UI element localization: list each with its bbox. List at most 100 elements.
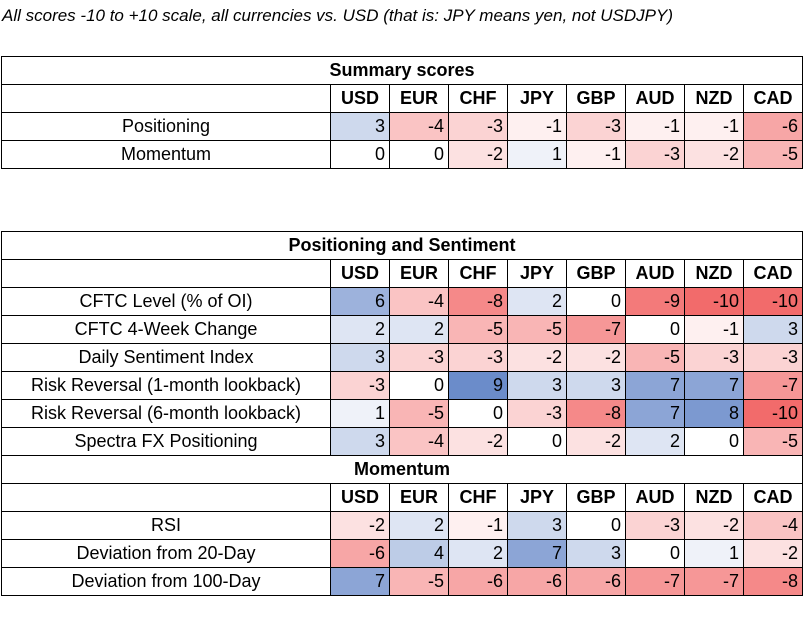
score-cell-usd: 3: [330, 112, 390, 141]
score-cell-gbp: -1: [566, 140, 626, 169]
score-cell-aud: -7: [625, 567, 685, 596]
header-blank-cell: [1, 84, 331, 113]
score-cell-eur: -5: [389, 567, 449, 596]
score-cell-gbp: -3: [566, 112, 626, 141]
score-cell-eur: 2: [389, 315, 449, 344]
score-cell-cad: -8: [743, 567, 803, 596]
score-cell-cad: -10: [743, 399, 803, 428]
score-cell-usd: 7: [330, 567, 390, 596]
score-cell-cad: -3: [743, 343, 803, 372]
score-cell-cad: -2: [743, 539, 803, 568]
score-cell-usd: 6: [330, 287, 390, 316]
score-cell-nzd: -1: [684, 315, 744, 344]
currency-header-aud: AUD: [625, 84, 685, 113]
currency-header-jpy: JPY: [507, 483, 567, 512]
currency-header-jpy: JPY: [507, 84, 567, 113]
table-row: Risk Reversal (1-month lookback) -3 0 9 3 3 7 7…: [1, 371, 803, 400]
score-cell-cad: -5: [743, 140, 803, 169]
score-cell-chf: -5: [448, 315, 508, 344]
row-label: Momentum: [1, 140, 331, 169]
currency-header-eur: EUR: [389, 84, 449, 113]
summary-scores-table: Summary scores USD EUR CHF JPY GBP AUD NZD CAD Po…: [1, 56, 803, 169]
currency-header-cad: CAD: [743, 259, 803, 288]
score-cell-chf: -3: [448, 343, 508, 372]
score-cell-chf: -3: [448, 112, 508, 141]
score-cell-chf: 9: [448, 371, 508, 400]
row-label: Risk Reversal (1-month lookback): [1, 371, 331, 400]
score-cell-aud: 7: [625, 399, 685, 428]
score-cell-gbp: 0: [566, 511, 626, 540]
score-cell-chf: 2: [448, 539, 508, 568]
currency-header-chf: CHF: [448, 84, 508, 113]
score-cell-usd: 3: [330, 343, 390, 372]
row-label: Spectra FX Positioning: [1, 427, 331, 456]
row-label: Deviation from 20-Day: [1, 539, 331, 568]
row-label: Daily Sentiment Index: [1, 343, 331, 372]
table-row: Spectra FX Positioning 3 -4 -2 0 -2 2 0 -5: [1, 427, 803, 456]
score-cell-nzd: -7: [684, 567, 744, 596]
score-cell-nzd: 1: [684, 539, 744, 568]
score-cell-jpy: -2: [507, 343, 567, 372]
score-cell-jpy: -5: [507, 315, 567, 344]
currency-header-jpy: JPY: [507, 259, 567, 288]
score-cell-cad: -10: [743, 287, 803, 316]
currency-header-nzd: NZD: [684, 84, 744, 113]
row-label: Deviation from 100-Day: [1, 567, 331, 596]
score-cell-jpy: 3: [507, 511, 567, 540]
score-cell-cad: -5: [743, 427, 803, 456]
currency-header-gbp: GBP: [566, 84, 626, 113]
score-cell-eur: -4: [389, 287, 449, 316]
score-cell-eur: -5: [389, 399, 449, 428]
score-cell-eur: -4: [389, 427, 449, 456]
score-cell-nzd: -2: [684, 511, 744, 540]
score-cell-usd: 2: [330, 315, 390, 344]
score-cell-eur: 2: [389, 511, 449, 540]
score-cell-usd: -3: [330, 371, 390, 400]
row-label: Risk Reversal (6-month lookback): [1, 399, 331, 428]
score-cell-jpy: -1: [507, 112, 567, 141]
score-cell-eur: 0: [389, 140, 449, 169]
table-row: CFTC Level (% of OI) 6 -4 -8 2 0 -9 -10 -10: [1, 287, 803, 316]
score-cell-usd: -6: [330, 539, 390, 568]
score-cell-nzd: 0: [684, 427, 744, 456]
row-label: CFTC Level (% of OI): [1, 287, 331, 316]
currency-header-usd: USD: [330, 259, 390, 288]
currency-header-usd: USD: [330, 483, 390, 512]
score-cell-aud: -9: [625, 287, 685, 316]
table-row: Momentum 0 0 -2 1 -1 -3 -2 -5: [1, 140, 803, 169]
score-cell-gbp: -2: [566, 343, 626, 372]
score-cell-usd: 0: [330, 140, 390, 169]
score-cell-cad: -6: [743, 112, 803, 141]
row-label: CFTC 4-Week Change: [1, 315, 331, 344]
score-cell-nzd: -1: [684, 112, 744, 141]
score-cell-nzd: 7: [684, 371, 744, 400]
score-cell-aud: -5: [625, 343, 685, 372]
score-cell-chf: 0: [448, 399, 508, 428]
currency-header-gbp: GBP: [566, 259, 626, 288]
score-cell-cad: -4: [743, 511, 803, 540]
scale-caption: All scores -10 to +10 scale, all currenc…: [2, 6, 673, 25]
currency-header-gbp: GBP: [566, 483, 626, 512]
header-blank-cell: [1, 483, 331, 512]
currency-header-chf: CHF: [448, 483, 508, 512]
score-cell-gbp: -8: [566, 399, 626, 428]
score-cell-chf: -1: [448, 511, 508, 540]
currency-header-eur: EUR: [389, 259, 449, 288]
score-cell-usd: -2: [330, 511, 390, 540]
score-cell-gbp: 3: [566, 371, 626, 400]
table-row: RSI -2 2 -1 3 0 -3 -2 -4: [1, 511, 803, 540]
score-cell-nzd: -3: [684, 343, 744, 372]
score-cell-chf: -6: [448, 567, 508, 596]
score-cell-gbp: -2: [566, 427, 626, 456]
score-cell-aud: 7: [625, 371, 685, 400]
score-cell-aud: -1: [625, 112, 685, 141]
table-row: CFTC 4-Week Change 2 2 -5 -5 -7 0 -1 3: [1, 315, 803, 344]
score-cell-aud: -3: [625, 140, 685, 169]
currency-header-chf: CHF: [448, 259, 508, 288]
currency-header-aud: AUD: [625, 259, 685, 288]
score-cell-nzd: -10: [684, 287, 744, 316]
row-label: RSI: [1, 511, 331, 540]
score-cell-aud: 0: [625, 539, 685, 568]
currency-header-nzd: NZD: [684, 483, 744, 512]
positioning-momentum-table: Positioning and Sentiment USD EUR CHF JPY GBP…: [1, 231, 803, 596]
